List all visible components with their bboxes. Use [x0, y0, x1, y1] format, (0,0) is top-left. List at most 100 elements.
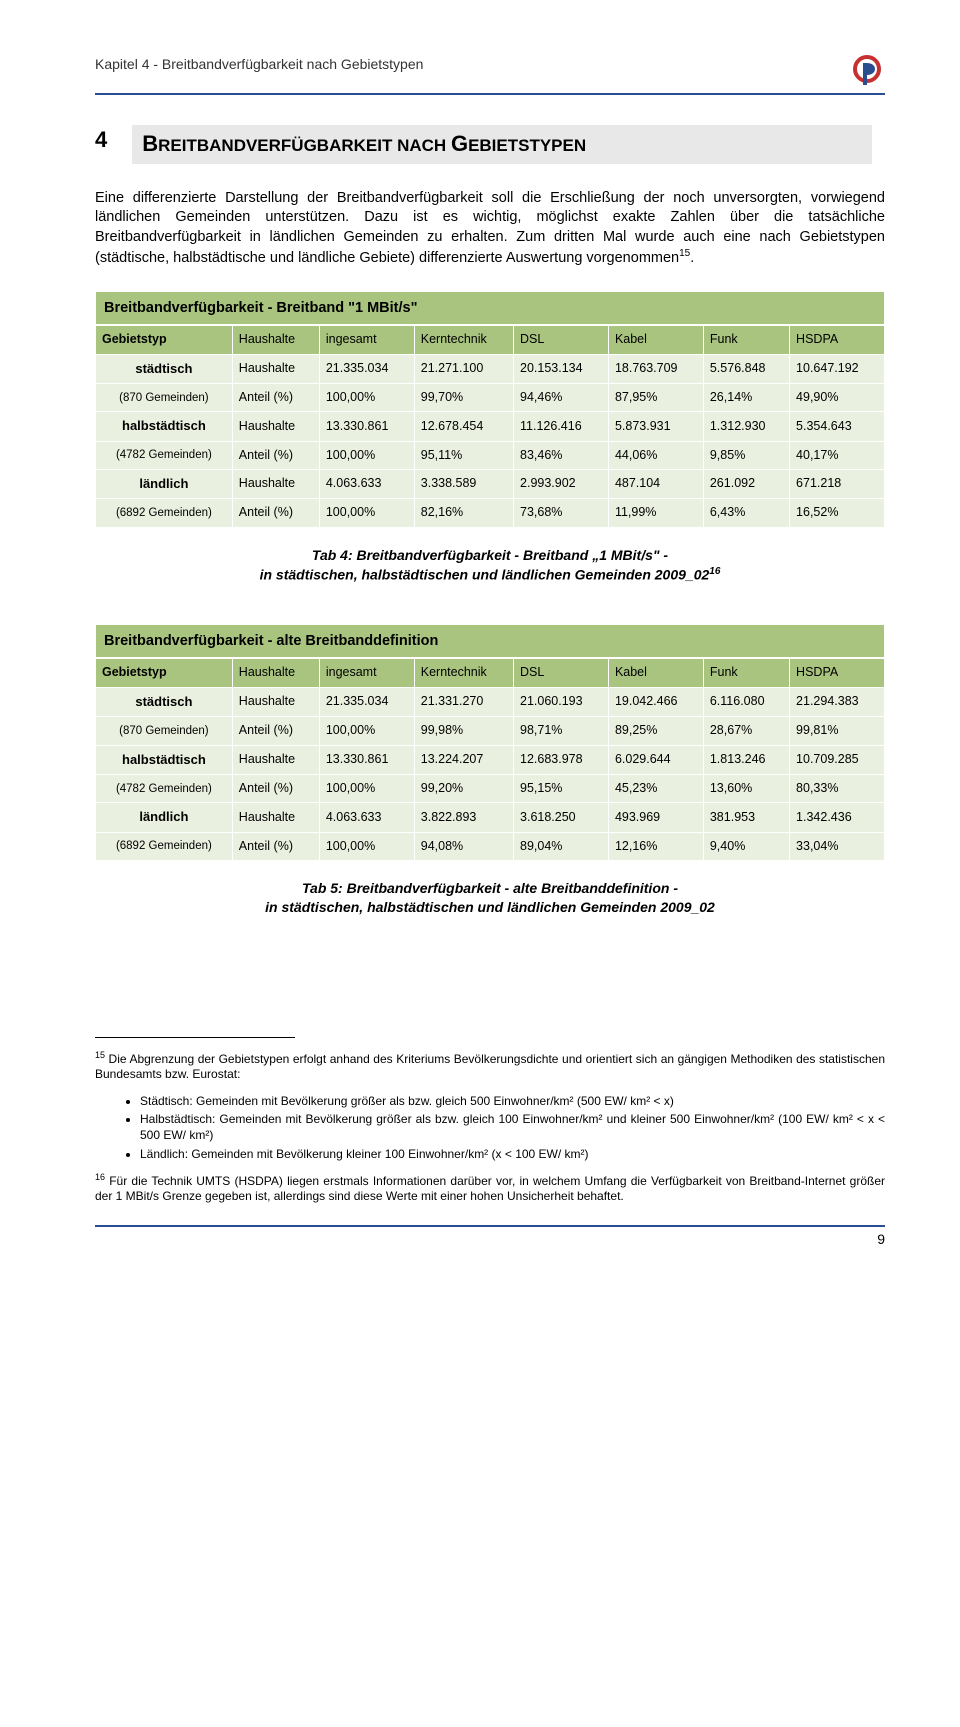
data-cell: 99,98% [414, 717, 513, 746]
metric-label: Haushalte [232, 412, 319, 441]
metric-label: Anteil (%) [232, 383, 319, 412]
table-1-caption: Tab 4: Breitbandverfügbarkeit - Breitban… [95, 546, 885, 584]
table-1: Gebietstyp Haushalte ingesamt Kerntechni… [95, 325, 885, 528]
table-row: halbstädtischHaushalte13.330.86112.678.4… [96, 412, 885, 441]
data-cell: 3.822.893 [414, 803, 513, 832]
col-funk: Funk [703, 659, 789, 688]
data-cell: 1.813.246 [703, 745, 789, 774]
table-1-block: Breitbandverfügbarkeit - Breitband "1 MB… [95, 291, 885, 528]
footnote-16: 16 Für die Technik UMTS (HSDPA) liegen e… [95, 1172, 885, 1205]
intro-paragraph: Eine differenzierte Darstellung der Brei… [95, 189, 885, 269]
data-cell: 44,06% [608, 441, 703, 470]
footnote-list-item: Halbstädtisch: Gemeinden mit Bevölkerung… [140, 1111, 885, 1143]
col-kerntechnik: Kerntechnik [414, 659, 513, 688]
data-cell: 261.092 [703, 470, 789, 499]
data-cell: 20.153.134 [514, 354, 609, 383]
footnote-list-item: Städtisch: Gemeinden mit Bevölkerung grö… [140, 1093, 885, 1109]
col-haushalte: Haushalte [232, 659, 319, 688]
metric-label: Haushalte [232, 687, 319, 716]
group-label: ländlich [96, 803, 233, 832]
data-cell: 94,46% [514, 383, 609, 412]
section-number: 4 [95, 125, 107, 156]
metric-label: Anteil (%) [232, 832, 319, 861]
data-cell: 100,00% [319, 499, 414, 528]
data-cell: 73,68% [514, 499, 609, 528]
data-cell: 671.218 [790, 470, 885, 499]
col-kerntechnik: Kerntechnik [414, 326, 513, 355]
table-row: (4782 Gemeinden)Anteil (%)100,00%95,11%8… [96, 441, 885, 470]
col-kabel: Kabel [608, 659, 703, 688]
data-cell: 21.294.383 [790, 687, 885, 716]
data-cell: 21.335.034 [319, 354, 414, 383]
table-2-body: städtischHaushalte21.335.03421.331.27021… [96, 687, 885, 860]
data-cell: 98,71% [514, 717, 609, 746]
data-cell: 18.763.709 [608, 354, 703, 383]
group-label: städtisch [96, 687, 233, 716]
data-cell: 21.335.034 [319, 687, 414, 716]
table-2-header-row: Gebietstyp Haushalte ingesamt Kerntechni… [96, 659, 885, 688]
data-cell: 82,16% [414, 499, 513, 528]
footnote-15-list: Städtisch: Gemeinden mit Bevölkerung grö… [140, 1093, 885, 1162]
metric-label: Anteil (%) [232, 717, 319, 746]
table-row: städtischHaushalte21.335.03421.271.10020… [96, 354, 885, 383]
group-label: ländlich [96, 470, 233, 499]
metric-label: Anteil (%) [232, 774, 319, 803]
data-cell: 1.342.436 [790, 803, 885, 832]
data-cell: 89,25% [608, 717, 703, 746]
table-row: städtischHaushalte21.335.03421.331.27021… [96, 687, 885, 716]
data-cell: 100,00% [319, 717, 414, 746]
data-cell: 99,81% [790, 717, 885, 746]
data-cell: 45,23% [608, 774, 703, 803]
data-cell: 5.873.931 [608, 412, 703, 441]
table-1-body: städtischHaushalte21.335.03421.271.10020… [96, 354, 885, 527]
col-hsdpa: HSDPA [790, 659, 885, 688]
group-label: halbstädtisch [96, 412, 233, 441]
table-2-block: Breitbandverfügbarkeit - alte Breitbandd… [95, 624, 885, 861]
footnote-15: 15 Die Abgrenzung der Gebietstypen erfol… [95, 1050, 885, 1083]
data-cell: 28,67% [703, 717, 789, 746]
data-cell: 13.330.861 [319, 412, 414, 441]
data-cell: 10.709.285 [790, 745, 885, 774]
col-kabel: Kabel [608, 326, 703, 355]
metric-label: Haushalte [232, 803, 319, 832]
group-sublabel: (6892 Gemeinden) [96, 499, 233, 528]
group-sublabel: (4782 Gemeinden) [96, 774, 233, 803]
data-cell: 10.647.192 [790, 354, 885, 383]
col-gebietstyp: Gebietstyp [96, 659, 233, 688]
data-cell: 9,40% [703, 832, 789, 861]
group-sublabel: (870 Gemeinden) [96, 383, 233, 412]
data-cell: 12.678.454 [414, 412, 513, 441]
data-cell: 100,00% [319, 832, 414, 861]
col-gebietstyp: Gebietstyp [96, 326, 233, 355]
data-cell: 21.060.193 [514, 687, 609, 716]
metric-label: Anteil (%) [232, 441, 319, 470]
table-row: (6892 Gemeinden)Anteil (%)100,00%94,08%8… [96, 832, 885, 861]
data-cell: 3.338.589 [414, 470, 513, 499]
chapter-label: Kapitel 4 - Breitbandverfügbarkeit nach … [95, 55, 423, 75]
data-cell: 99,70% [414, 383, 513, 412]
data-cell: 100,00% [319, 383, 414, 412]
table-2: Gebietstyp Haushalte ingesamt Kerntechni… [95, 658, 885, 861]
data-cell: 12.683.978 [514, 745, 609, 774]
col-hsdpa: HSDPA [790, 326, 885, 355]
data-cell: 89,04% [514, 832, 609, 861]
data-cell: 5.354.643 [790, 412, 885, 441]
data-cell: 99,20% [414, 774, 513, 803]
section-heading-row: 4 BREITBANDVERFÜGBARKEIT NACH GEBIETSTYP… [95, 125, 885, 164]
table-row: (870 Gemeinden)Anteil (%)100,00%99,70%94… [96, 383, 885, 412]
data-cell: 95,11% [414, 441, 513, 470]
table-1-header-row: Gebietstyp Haushalte ingesamt Kerntechni… [96, 326, 885, 355]
data-cell: 13.224.207 [414, 745, 513, 774]
col-funk: Funk [703, 326, 789, 355]
data-cell: 21.331.270 [414, 687, 513, 716]
data-cell: 6.116.080 [703, 687, 789, 716]
data-cell: 9,85% [703, 441, 789, 470]
col-dsl: DSL [514, 659, 609, 688]
data-cell: 83,46% [514, 441, 609, 470]
table-row: (870 Gemeinden)Anteil (%)100,00%99,98%98… [96, 717, 885, 746]
footnote-rule [95, 1037, 295, 1038]
metric-label: Anteil (%) [232, 499, 319, 528]
logo-icon [849, 55, 885, 91]
data-cell: 6.029.644 [608, 745, 703, 774]
table-1-title: Breitbandverfügbarkeit - Breitband "1 MB… [95, 291, 885, 325]
